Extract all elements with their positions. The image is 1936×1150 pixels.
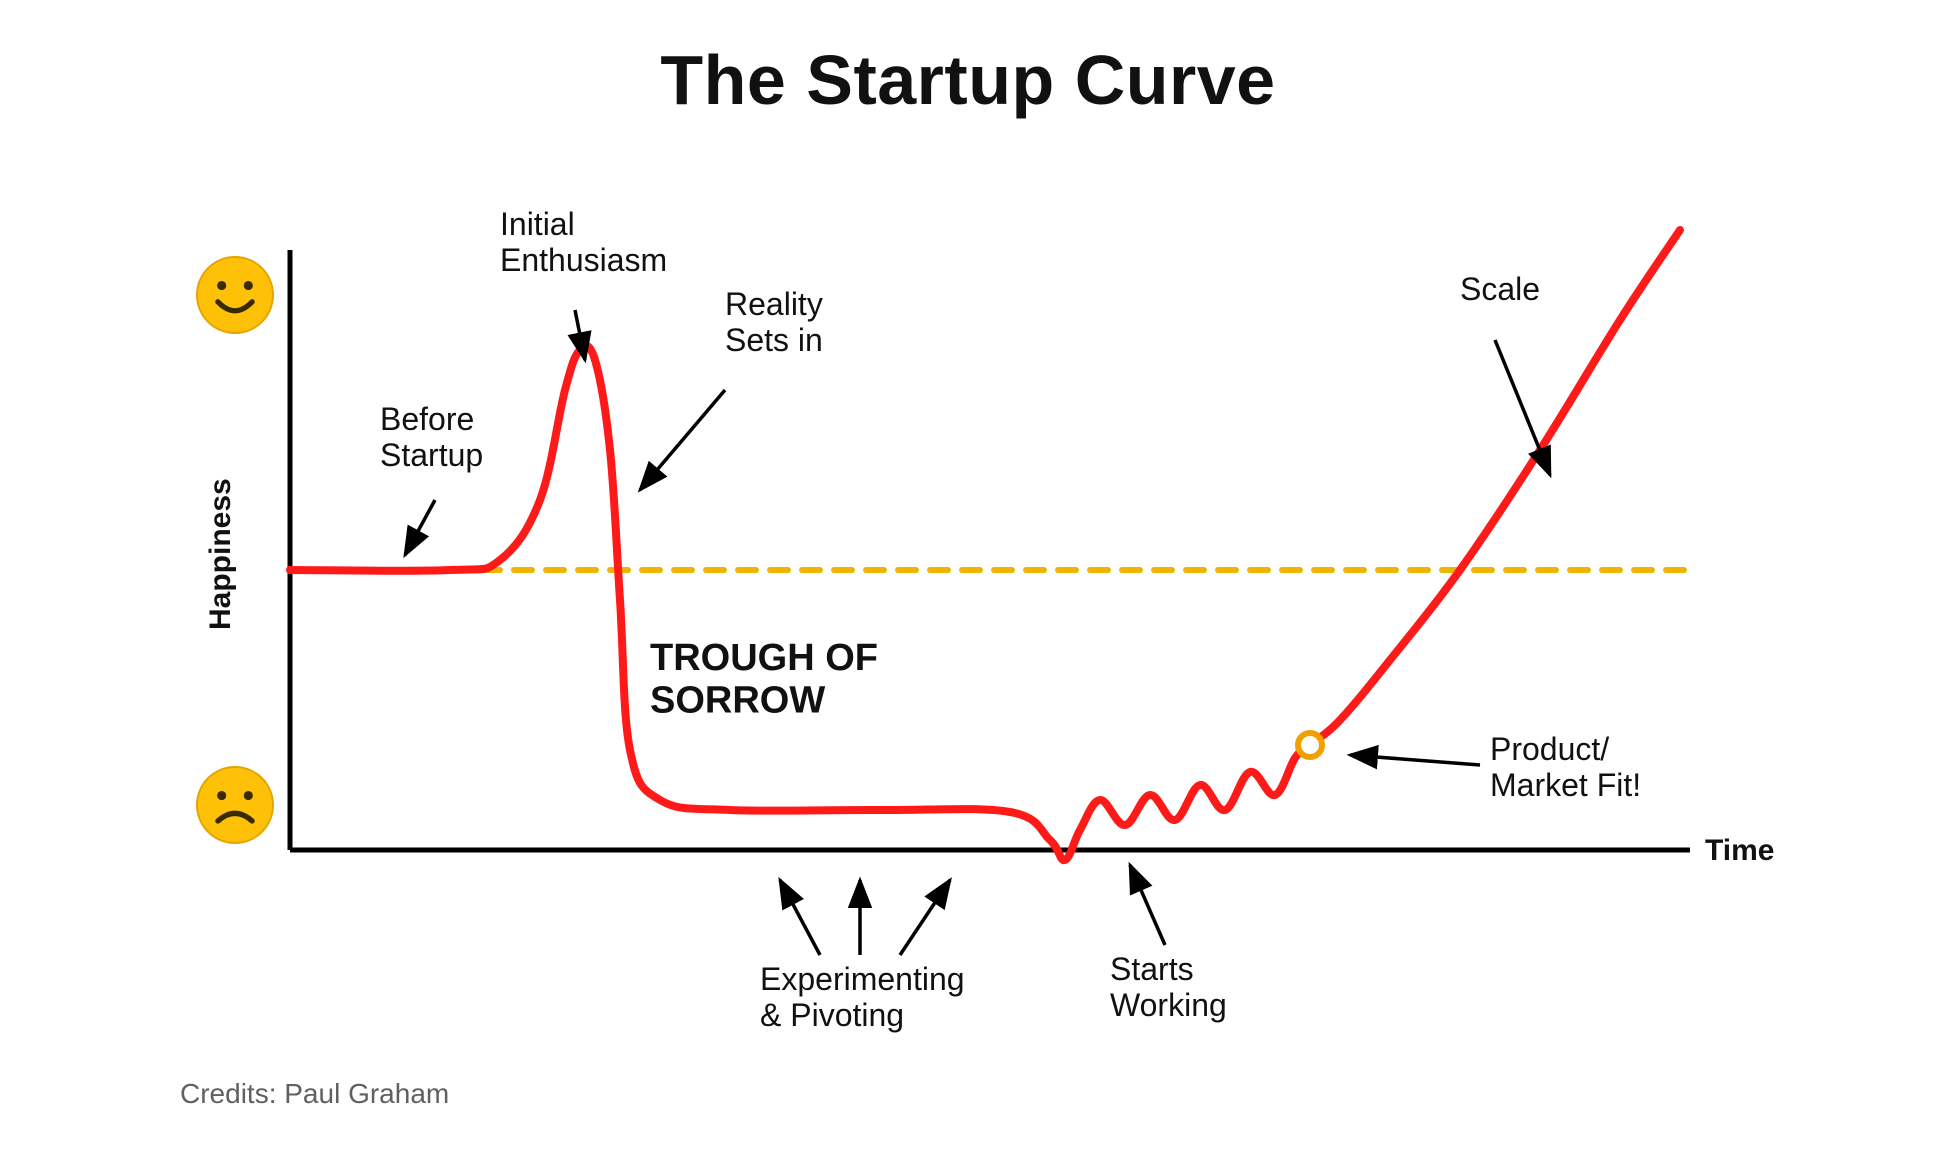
label-trough: TROUGH OFSORROW <box>650 637 878 722</box>
x-axis-label: Time <box>1705 834 1774 867</box>
annotation-arrow <box>780 880 820 955</box>
label-scale: Scale <box>1460 271 1540 307</box>
annotation-arrow <box>1495 340 1550 475</box>
label-initial: InitialEnthusiasm <box>500 206 667 278</box>
credits-text: Credits: Paul Graham <box>180 1078 449 1110</box>
label-reality: RealitySets in <box>725 286 823 358</box>
pmf-marker <box>1298 733 1322 757</box>
happy-face-icon <box>197 257 273 333</box>
startup-curve-chart: Time Happiness TROUGH OFSORROW BeforeStartu… <box>180 200 1780 1105</box>
chart-title: The Startup Curve <box>0 40 1936 120</box>
annotation-arrow <box>1350 755 1480 765</box>
sad-face-icon <box>197 767 273 843</box>
y-axis-label: Happiness <box>204 478 237 630</box>
label-experimenting: Experimenting& Pivoting <box>760 961 965 1033</box>
annotation-arrow <box>405 500 435 555</box>
label-pmf: Product/Market Fit! <box>1490 731 1641 803</box>
annotation-arrow <box>1130 865 1165 945</box>
annotation-arrow <box>900 880 950 955</box>
label-before: BeforeStartup <box>380 401 483 473</box>
annotation-arrow <box>640 390 725 490</box>
label-starts_working: StartsWorking <box>1110 951 1227 1023</box>
